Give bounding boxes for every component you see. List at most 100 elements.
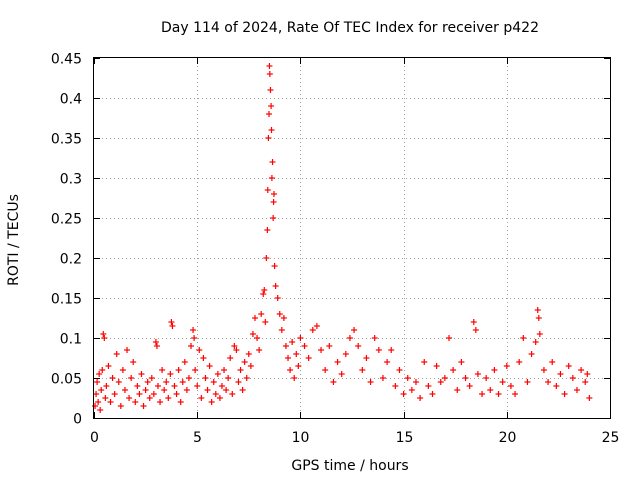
data-point <box>274 295 281 301</box>
data-point <box>94 379 101 385</box>
data-point <box>177 399 184 405</box>
data-point <box>421 359 428 365</box>
data-point <box>169 323 176 329</box>
data-point <box>507 383 514 389</box>
data-point <box>545 379 552 385</box>
data-point <box>534 307 541 313</box>
data-point <box>119 367 126 373</box>
data-point <box>280 315 287 321</box>
data-point <box>96 371 103 377</box>
data-point <box>179 379 186 385</box>
data-point <box>346 335 353 341</box>
data-point <box>152 339 159 345</box>
data-point <box>334 359 341 365</box>
data-point <box>474 371 481 377</box>
data-point <box>569 375 576 381</box>
grid <box>94 58 610 418</box>
data-point <box>417 395 424 401</box>
data-point <box>223 387 230 393</box>
data-point <box>272 283 279 289</box>
data-point <box>268 103 275 109</box>
data-points <box>92 63 593 413</box>
data-point <box>260 291 267 297</box>
data-point <box>239 387 246 393</box>
data-point <box>425 383 432 389</box>
data-point <box>128 375 135 381</box>
data-point <box>132 399 139 405</box>
y-tick-label: 0.2 <box>60 252 82 268</box>
data-point <box>251 315 258 321</box>
data-point <box>227 355 234 361</box>
data-point <box>134 383 141 389</box>
x-tick-label: 5 <box>193 430 202 446</box>
data-point <box>557 371 564 377</box>
data-point <box>318 347 325 353</box>
data-point <box>103 383 110 389</box>
data-point <box>503 363 510 369</box>
plot-frame <box>93 57 611 419</box>
data-point <box>204 387 211 393</box>
data-point <box>491 367 498 373</box>
data-point <box>446 335 453 341</box>
data-point <box>100 331 107 337</box>
data-point <box>429 391 436 397</box>
data-point <box>295 363 302 369</box>
data-point <box>181 359 188 365</box>
data-point <box>392 383 399 389</box>
data-point <box>229 391 236 397</box>
x-tick-label: 10 <box>292 430 310 446</box>
data-point <box>258 311 265 317</box>
data-point <box>408 387 415 393</box>
data-point <box>297 335 304 341</box>
data-point <box>107 399 114 405</box>
data-point <box>92 403 99 409</box>
data-point <box>532 339 539 345</box>
data-point <box>168 319 175 325</box>
data-point <box>126 395 133 401</box>
data-point <box>256 347 263 353</box>
data-point <box>261 287 268 293</box>
data-point <box>466 383 473 389</box>
data-point <box>102 395 109 401</box>
data-point <box>388 347 395 353</box>
data-point <box>185 375 192 381</box>
y-tick-label: 0.35 <box>51 132 82 148</box>
data-point <box>479 391 486 397</box>
data-point <box>454 387 461 393</box>
x-tick-label: 15 <box>396 430 414 446</box>
data-point <box>330 379 337 385</box>
data-point <box>269 159 276 165</box>
y-axis-label: ROTI / TECUs <box>6 194 22 286</box>
data-point <box>371 335 378 341</box>
data-point <box>495 391 502 397</box>
y-tick-label: 0.15 <box>51 292 82 308</box>
data-point <box>458 359 465 365</box>
data-point <box>499 379 506 385</box>
data-point <box>520 335 527 341</box>
data-point <box>97 407 104 413</box>
data-point <box>437 379 444 385</box>
data-point <box>535 315 542 321</box>
data-point <box>536 331 543 337</box>
data-point <box>196 347 203 353</box>
data-point <box>159 367 166 373</box>
data-point <box>235 379 242 385</box>
data-point <box>412 379 419 385</box>
data-point <box>214 371 221 377</box>
data-point <box>165 395 172 401</box>
data-point <box>524 379 531 385</box>
data-point <box>268 127 275 133</box>
data-point <box>171 383 178 389</box>
data-point <box>553 383 560 389</box>
x-axis-label: GPS time / hours <box>291 458 408 474</box>
data-point <box>270 215 277 221</box>
data-point <box>276 311 283 317</box>
y-tick-label: 0.45 <box>51 52 82 68</box>
data-point <box>338 371 345 377</box>
data-point <box>144 379 151 385</box>
data-point <box>565 363 572 369</box>
data-point <box>396 367 403 373</box>
data-point <box>231 343 238 349</box>
x-tick-label: 0 <box>90 430 99 446</box>
